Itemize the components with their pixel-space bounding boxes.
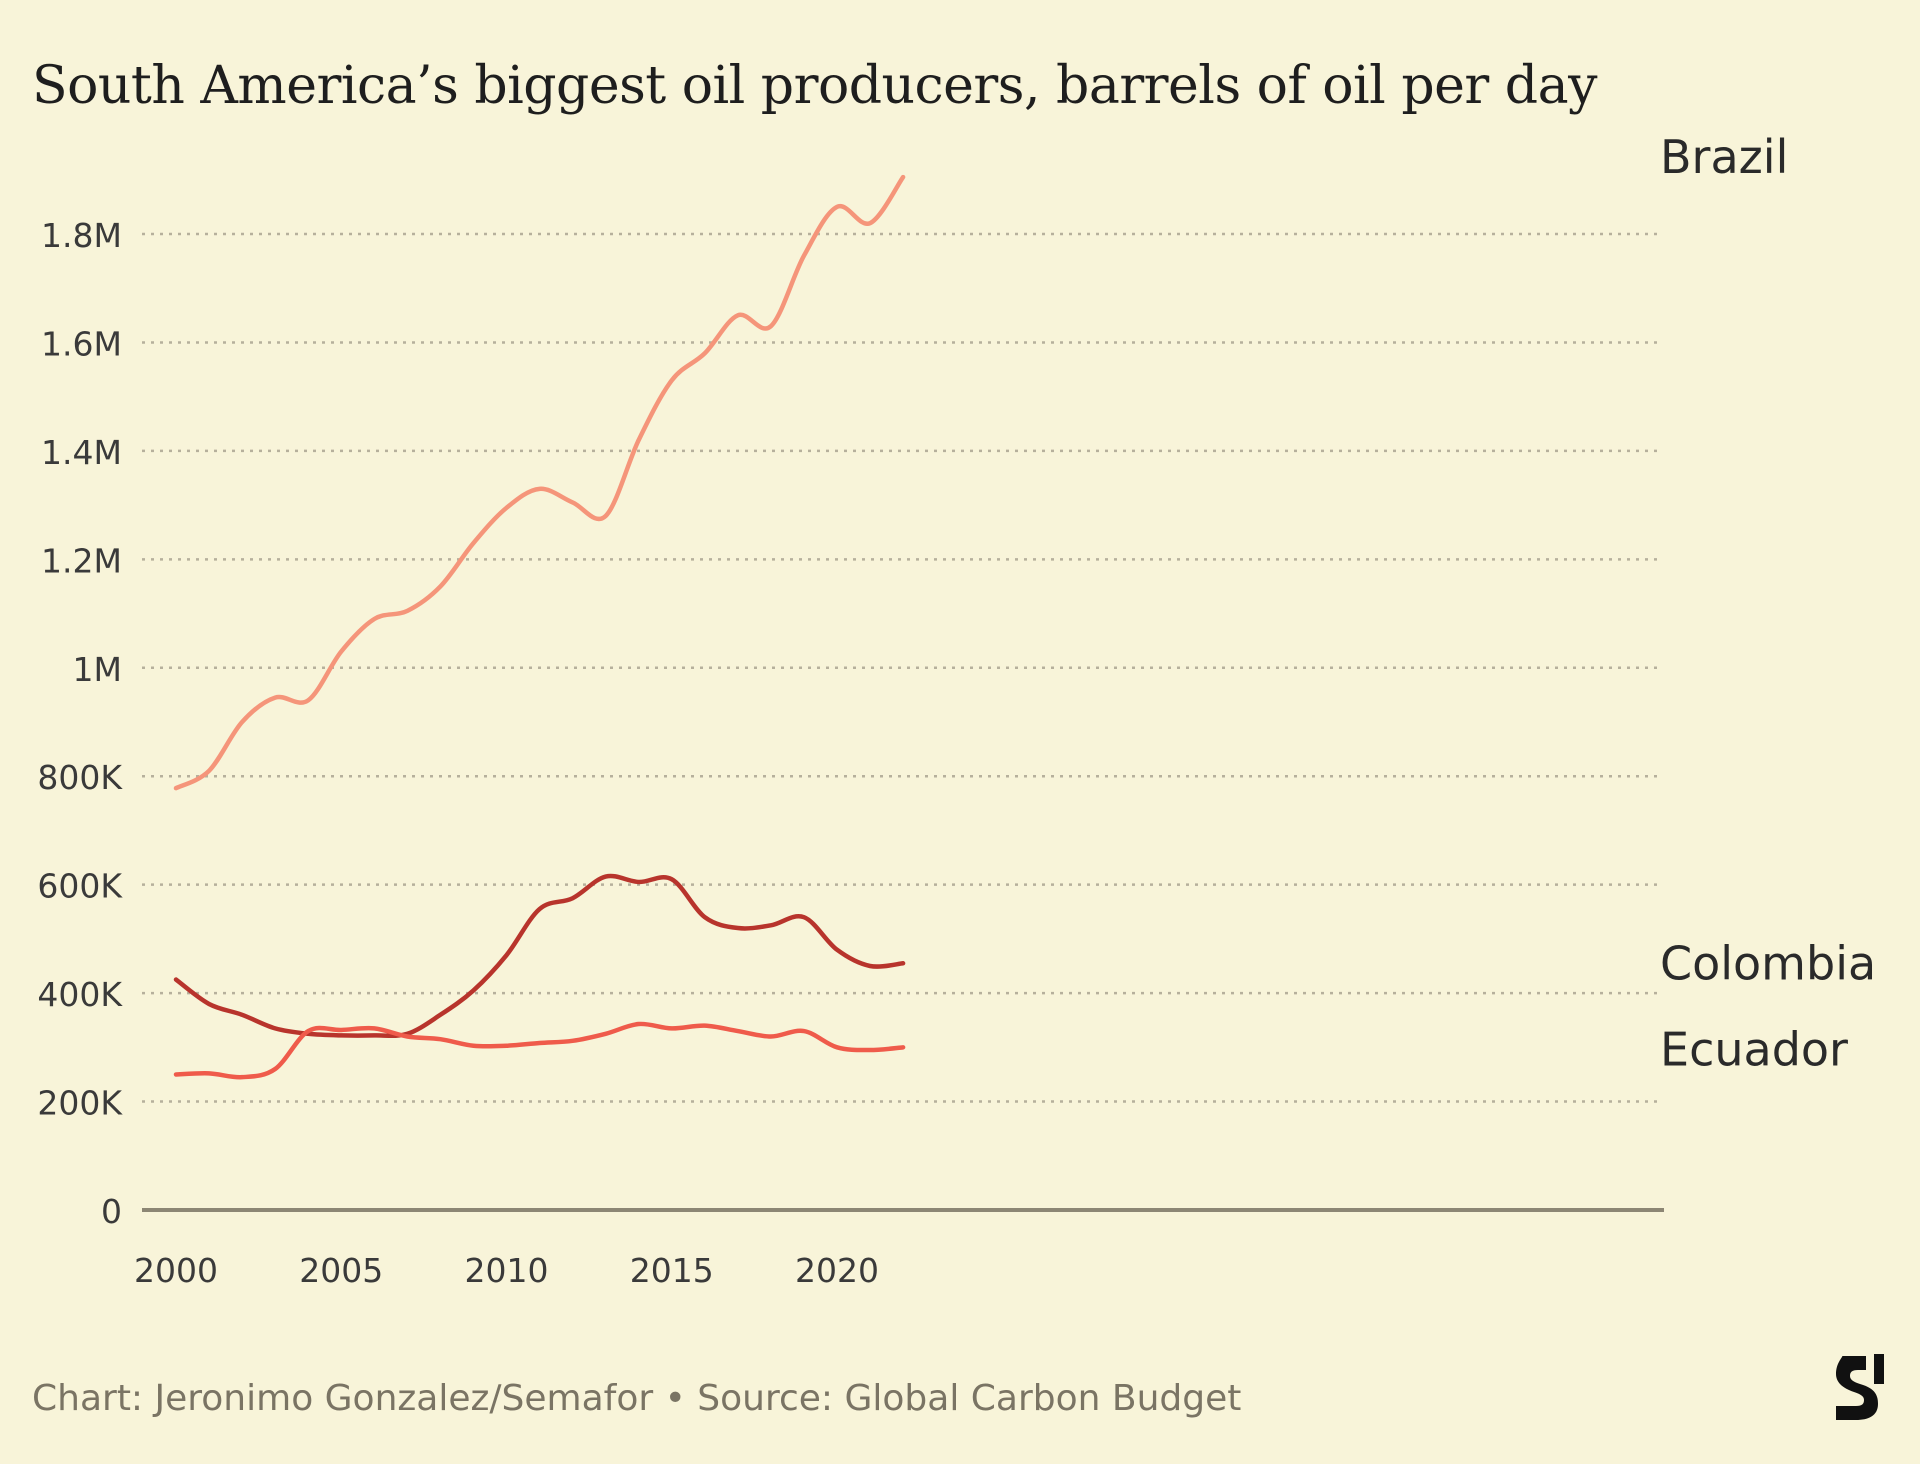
x-tick-label: 2000 bbox=[134, 1251, 218, 1290]
chart-title: South America’s biggest oil producers, b… bbox=[32, 56, 1597, 116]
chart-credit: Chart: Jeronimo Gonzalez/Semafor • Sourc… bbox=[32, 1378, 1242, 1419]
semafor-logo-icon bbox=[1836, 1354, 1884, 1420]
series-label-brazil: Brazil bbox=[1660, 130, 1788, 184]
y-tick-label: 400K bbox=[37, 975, 123, 1014]
y-tick-label: 200K bbox=[37, 1084, 123, 1123]
series-label-colombia: Colombia bbox=[1660, 936, 1876, 990]
series-label-ecuador: Ecuador bbox=[1660, 1022, 1848, 1076]
x-tick-label: 2005 bbox=[299, 1251, 383, 1290]
y-tick-label: 1M bbox=[73, 650, 122, 689]
y-tick-label: 1.2M bbox=[41, 541, 122, 580]
y-tick-label: 0 bbox=[101, 1192, 122, 1231]
y-tick-label: 1.4M bbox=[41, 433, 122, 472]
y-tick-label: 1.6M bbox=[41, 324, 122, 363]
y-tick-label: 600K bbox=[37, 867, 123, 906]
series-line-ecuador bbox=[173, 1021, 906, 1080]
x-tick-label: 2020 bbox=[795, 1251, 879, 1290]
y-tick-label: 1.8M bbox=[41, 216, 122, 255]
series-line-colombia bbox=[173, 873, 906, 1039]
x-tick-label: 2010 bbox=[465, 1251, 549, 1290]
series-line-brazil bbox=[173, 174, 906, 791]
y-tick-label: 800K bbox=[37, 758, 123, 797]
x-tick-label: 2015 bbox=[630, 1251, 714, 1290]
